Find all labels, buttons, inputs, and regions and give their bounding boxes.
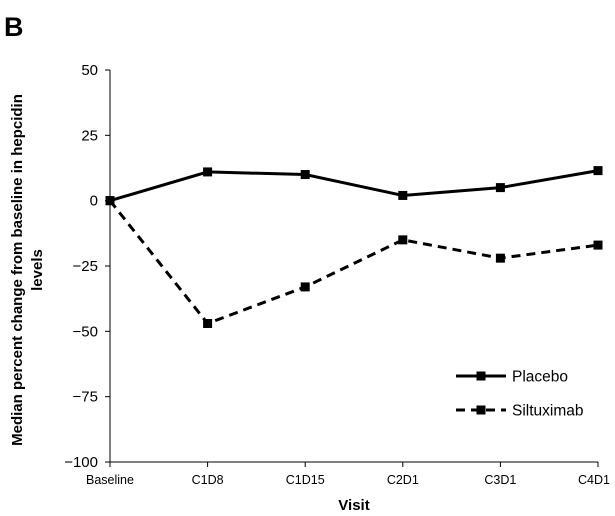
y-ticks: 50 25 0 −25 −50 −75 −100	[64, 62, 110, 471]
y-tick-label: 25	[81, 127, 98, 144]
data-point-siltuximab	[495, 253, 505, 263]
data-point-placebo	[300, 170, 310, 180]
y-tick-label: −75	[73, 389, 98, 406]
x-tick-label: C4D1	[578, 473, 610, 487]
legend-marker-siltuximab	[476, 405, 486, 415]
x-tick-label: C3D1	[484, 473, 516, 487]
series-placebo	[105, 166, 603, 206]
data-point-placebo	[495, 183, 505, 193]
y-axis-title-line: Median percent change from baseline in h…	[9, 94, 26, 446]
y-axis-title: Median percent change from baseline in h…	[9, 94, 46, 446]
legend-label-placebo: Placebo	[512, 369, 568, 386]
legend-label-siltuximab: Siltuximab	[512, 403, 584, 420]
legend-item-placebo: Placebo	[456, 369, 568, 386]
x-tick-label: C1D15	[286, 473, 325, 487]
data-point-siltuximab	[593, 240, 603, 250]
y-tick-label: 50	[81, 62, 98, 79]
series-siltuximab	[105, 196, 603, 328]
data-point-placebo	[593, 166, 603, 176]
legend-item-siltuximab: Siltuximab	[456, 403, 584, 420]
y-tick-label: −100	[64, 454, 98, 471]
x-tick-label: Baseline	[86, 473, 134, 487]
series-line-siltuximab	[108, 199, 599, 326]
series-layer	[105, 166, 603, 328]
data-point-siltuximab	[105, 196, 115, 206]
legend: Placebo Siltuximab	[456, 369, 584, 420]
data-point-siltuximab	[398, 235, 408, 245]
x-tick-label: C1D8	[192, 473, 224, 487]
panel-label: B	[4, 12, 24, 42]
series-line-placebo	[109, 169, 599, 203]
data-point-siltuximab	[300, 282, 310, 292]
x-tick-label: C2D1	[387, 473, 419, 487]
data-point-placebo	[203, 167, 213, 177]
data-point-placebo	[398, 190, 408, 200]
y-tick-label: 0	[90, 193, 98, 210]
x-ticks: Baseline C1D8 C1D15 C2D1 C3D1 C4D1	[86, 462, 610, 487]
legend-marker-placebo	[476, 371, 486, 381]
y-tick-label: −50	[73, 323, 98, 340]
x-axis-title: Visit	[338, 497, 369, 514]
y-tick-label: −25	[73, 258, 98, 275]
y-axis-title-line: levels	[29, 249, 46, 291]
data-point-siltuximab	[203, 318, 213, 328]
